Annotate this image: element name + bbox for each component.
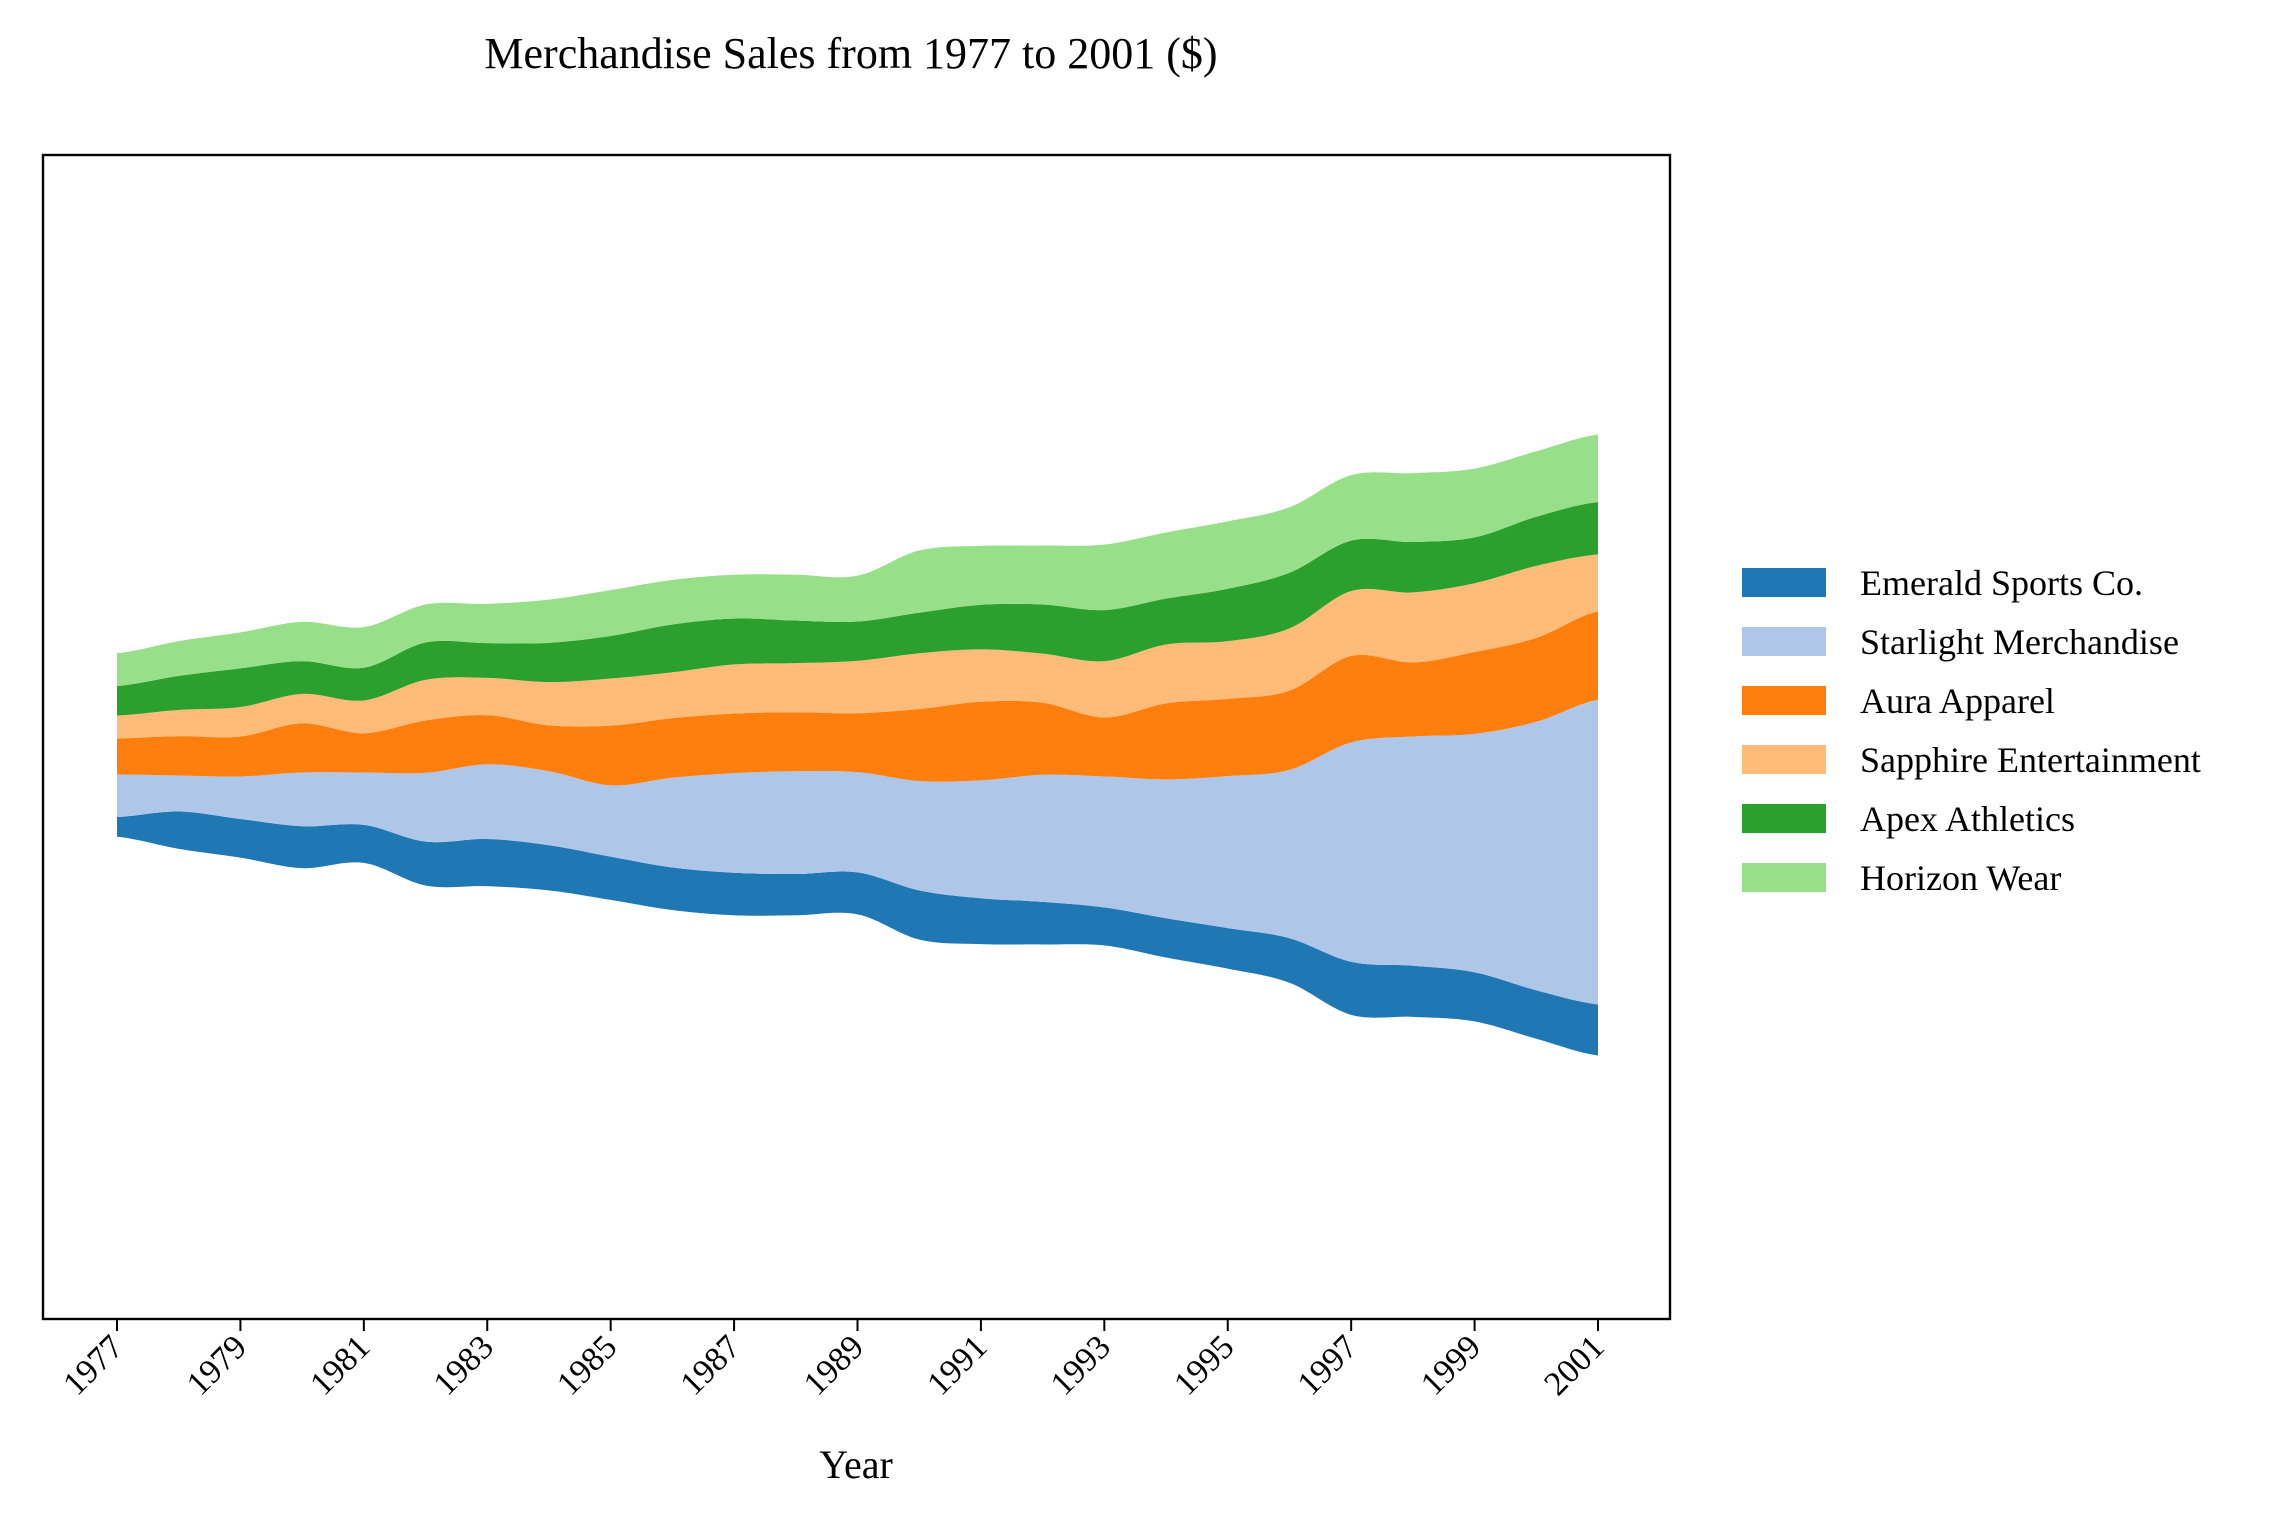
legend-label: Emerald Sports Co. [1860,563,2143,603]
x-axis-ticks: 1977 1979 1981 1983 1985 1987 1989 1991 1993 1995… [56,1319,1612,1403]
legend-label: Sapphire Entertainment [1860,740,2201,780]
legend-label: Starlight Merchandise [1860,622,2179,662]
stream-aura-apparel [117,611,1598,786]
x-tick-label: 1995 [1167,1328,1241,1402]
chart-title: Merchandise Sales from 1977 to 2001 ($) [484,29,1217,78]
stream-emerald-sports-co [117,811,1598,1056]
x-tick-label: 1983 [427,1328,501,1402]
x-tick-label: 1993 [1044,1328,1118,1402]
stream-horizon-wear [117,434,1598,687]
x-tick-label: 1999 [1414,1328,1488,1402]
x-tick-label: 1985 [550,1328,624,1402]
legend: Emerald Sports Co. Starlight Merchandise A… [1742,563,2201,898]
x-axis-label: Year [819,1442,893,1487]
x-tick-label: 1979 [180,1328,254,1402]
x-tick-label: 1981 [303,1328,377,1402]
legend-swatch [1742,627,1826,656]
stream-sapphire-entertainment [117,554,1598,739]
x-tick-label: 1997 [1291,1328,1365,1402]
stream-layers [117,434,1598,1056]
x-tick-label: 1977 [56,1328,130,1402]
stream-starlight-merchandise [117,699,1598,1005]
legend-swatch [1742,745,1826,774]
x-tick-label: 1991 [920,1328,994,1402]
legend-swatch [1742,568,1826,597]
legend-label: Aura Apparel [1860,681,2055,721]
stream-apex-athletics [117,502,1598,716]
x-tick-label: 1987 [673,1328,747,1402]
x-tick-label: 2001 [1537,1328,1611,1402]
x-tick-label: 1989 [797,1328,871,1402]
legend-label: Horizon Wear [1860,858,2061,898]
legend-label: Apex Athletics [1860,799,2075,839]
legend-swatch [1742,863,1826,892]
legend-swatch [1742,804,1826,833]
legend-swatch [1742,686,1826,715]
